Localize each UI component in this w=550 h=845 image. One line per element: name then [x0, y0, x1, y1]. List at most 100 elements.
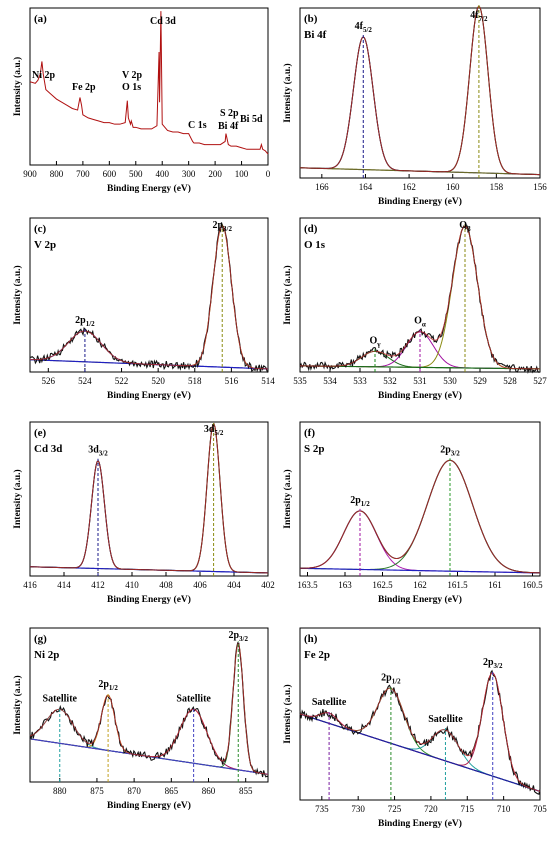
- panel-letter: (d): [304, 223, 318, 235]
- y-axis-label: Intensity (a.u.): [12, 265, 23, 324]
- x-tick-label: 700: [76, 169, 90, 179]
- x-tick-label: 522: [115, 376, 129, 386]
- x-tick-label: 400: [155, 169, 169, 179]
- x-tick-label: 163: [338, 580, 352, 590]
- x-tick-label: 162: [413, 580, 427, 590]
- x-tick-label: 534: [323, 376, 337, 386]
- fit-component: [299, 510, 541, 574]
- background-line: [299, 567, 541, 574]
- panel-title: Fe 2p: [304, 649, 330, 661]
- peak-label: Satellite: [43, 693, 78, 704]
- measured-spectrum: [29, 222, 269, 373]
- fit-envelope: [29, 225, 269, 370]
- panel-5: 416 414 412 410 408 406 404 402 Binding Energy (…: [12, 421, 275, 605]
- peak-label: 2p3/2: [440, 444, 460, 457]
- fit-envelope: [299, 225, 541, 370]
- peak-label: 2p1/2: [98, 679, 118, 692]
- x-axis-label: Binding Energy (eV): [107, 800, 191, 811]
- x-tick-label: 164: [359, 182, 373, 192]
- fit-envelope: [29, 423, 269, 574]
- x-tick-label: 163.5: [297, 580, 318, 590]
- fit-component: [29, 423, 269, 574]
- panel-6: 163.5 163 162.5 162 161.5 161 160.5 Binding Ene…: [282, 421, 543, 605]
- panel-title: O 1s: [304, 239, 326, 251]
- x-tick-label: 162.5: [372, 580, 393, 590]
- x-tick-label: 500: [129, 169, 143, 179]
- x-tick-label: 166: [315, 182, 329, 192]
- x-tick-label: 526: [42, 376, 56, 386]
- x-tick-label: 532: [383, 376, 397, 386]
- peak-label-main: O: [369, 335, 377, 346]
- peak-label: 3d3/2: [88, 445, 108, 458]
- panel-letter: (f): [304, 427, 315, 439]
- series-line: [29, 11, 269, 155]
- panel-7: 880 875 870 865 860 855 Binding Energy (eV) Int…: [12, 627, 269, 811]
- x-axis-label: Binding Energy (eV): [378, 196, 462, 207]
- fit-component: [29, 708, 269, 775]
- x-tick-label: 865: [165, 786, 179, 796]
- peak-label: 4f5/2: [355, 21, 373, 34]
- fit-component: [29, 708, 269, 775]
- peak-label: Bi 4f: [218, 121, 239, 132]
- peak-label: Oβ: [459, 220, 471, 233]
- peak-label: 2p1/2: [350, 495, 370, 508]
- fit-envelope: [299, 672, 541, 792]
- plot-frame: [299, 7, 541, 179]
- peak-label-main: 2p: [381, 672, 392, 683]
- x-tick-label: 533: [353, 376, 367, 386]
- x-tick-label: 156: [533, 182, 547, 192]
- peak-label-main: 2p: [440, 444, 451, 455]
- peak-label-sub: 7/2: [479, 15, 488, 23]
- peak-label-sub: 3/2: [494, 662, 503, 670]
- x-tick-label: 520: [151, 376, 165, 386]
- peak-label-sub: 3/2: [239, 635, 248, 643]
- x-tick-label: 414: [57, 580, 71, 590]
- peak-label-main: 3d: [204, 424, 215, 435]
- peak-label: Ni 2p: [32, 70, 56, 81]
- panel-title: Bi 4f: [304, 29, 327, 41]
- x-tick-label: 527: [533, 376, 547, 386]
- fit-envelope: [299, 5, 541, 176]
- x-tick-label: 516: [225, 376, 239, 386]
- peak-label-sub: β: [467, 225, 471, 233]
- x-tick-label: 870: [127, 786, 141, 796]
- peak-label-sub: 3/2: [99, 450, 108, 458]
- peak-label: C 1s: [188, 120, 207, 131]
- x-tick-label: 404: [227, 580, 241, 590]
- panel-letter: (h): [304, 633, 318, 645]
- x-tick-label: 600: [103, 169, 117, 179]
- x-tick-label: 735: [315, 804, 329, 814]
- x-tick-label: 900: [23, 169, 37, 179]
- peak-label: 4f7/2: [470, 10, 488, 23]
- x-tick-label: 705: [533, 804, 547, 814]
- plot-frame: [29, 217, 269, 373]
- panel-3: 526 524 522 520 518 516 514 Binding Energy (eV)…: [12, 217, 275, 401]
- panel-4: 535 534 533 532 531 530 529 528 527 Binding Energ…: [282, 217, 547, 401]
- peak-label-main: 4f: [470, 10, 479, 21]
- x-axis-label: Binding Energy (eV): [378, 594, 462, 605]
- y-axis-label: Intensity (a.u.): [282, 684, 293, 743]
- x-tick-label: 715: [461, 804, 475, 814]
- peak-label: Oα: [414, 316, 426, 329]
- peak-label-sub: 5/2: [214, 429, 223, 437]
- y-axis-label: Intensity (a.u.): [12, 675, 23, 734]
- fit-component: [299, 459, 541, 574]
- plot-frame: [29, 7, 269, 166]
- x-tick-label: 161: [488, 580, 502, 590]
- panel-title: Ni 2p: [34, 649, 59, 661]
- peak-label-main: 2p: [483, 657, 494, 668]
- panel-letter: (c): [34, 223, 47, 235]
- plot-frame: [29, 421, 269, 577]
- x-tick-label: 710: [497, 804, 511, 814]
- peak-label: 2p3/2: [483, 657, 503, 670]
- x-tick-label: 300: [182, 169, 196, 179]
- peak-label: 2p1/2: [381, 672, 401, 685]
- panel-title: Cd 3d: [34, 443, 62, 455]
- peak-label-main: Satellite: [43, 693, 78, 704]
- fit-component: [299, 5, 541, 176]
- x-tick-label: 100: [235, 169, 249, 179]
- x-tick-label: 730: [351, 804, 365, 814]
- peak-label-main: O: [459, 220, 467, 231]
- x-tick-label: 720: [424, 804, 438, 814]
